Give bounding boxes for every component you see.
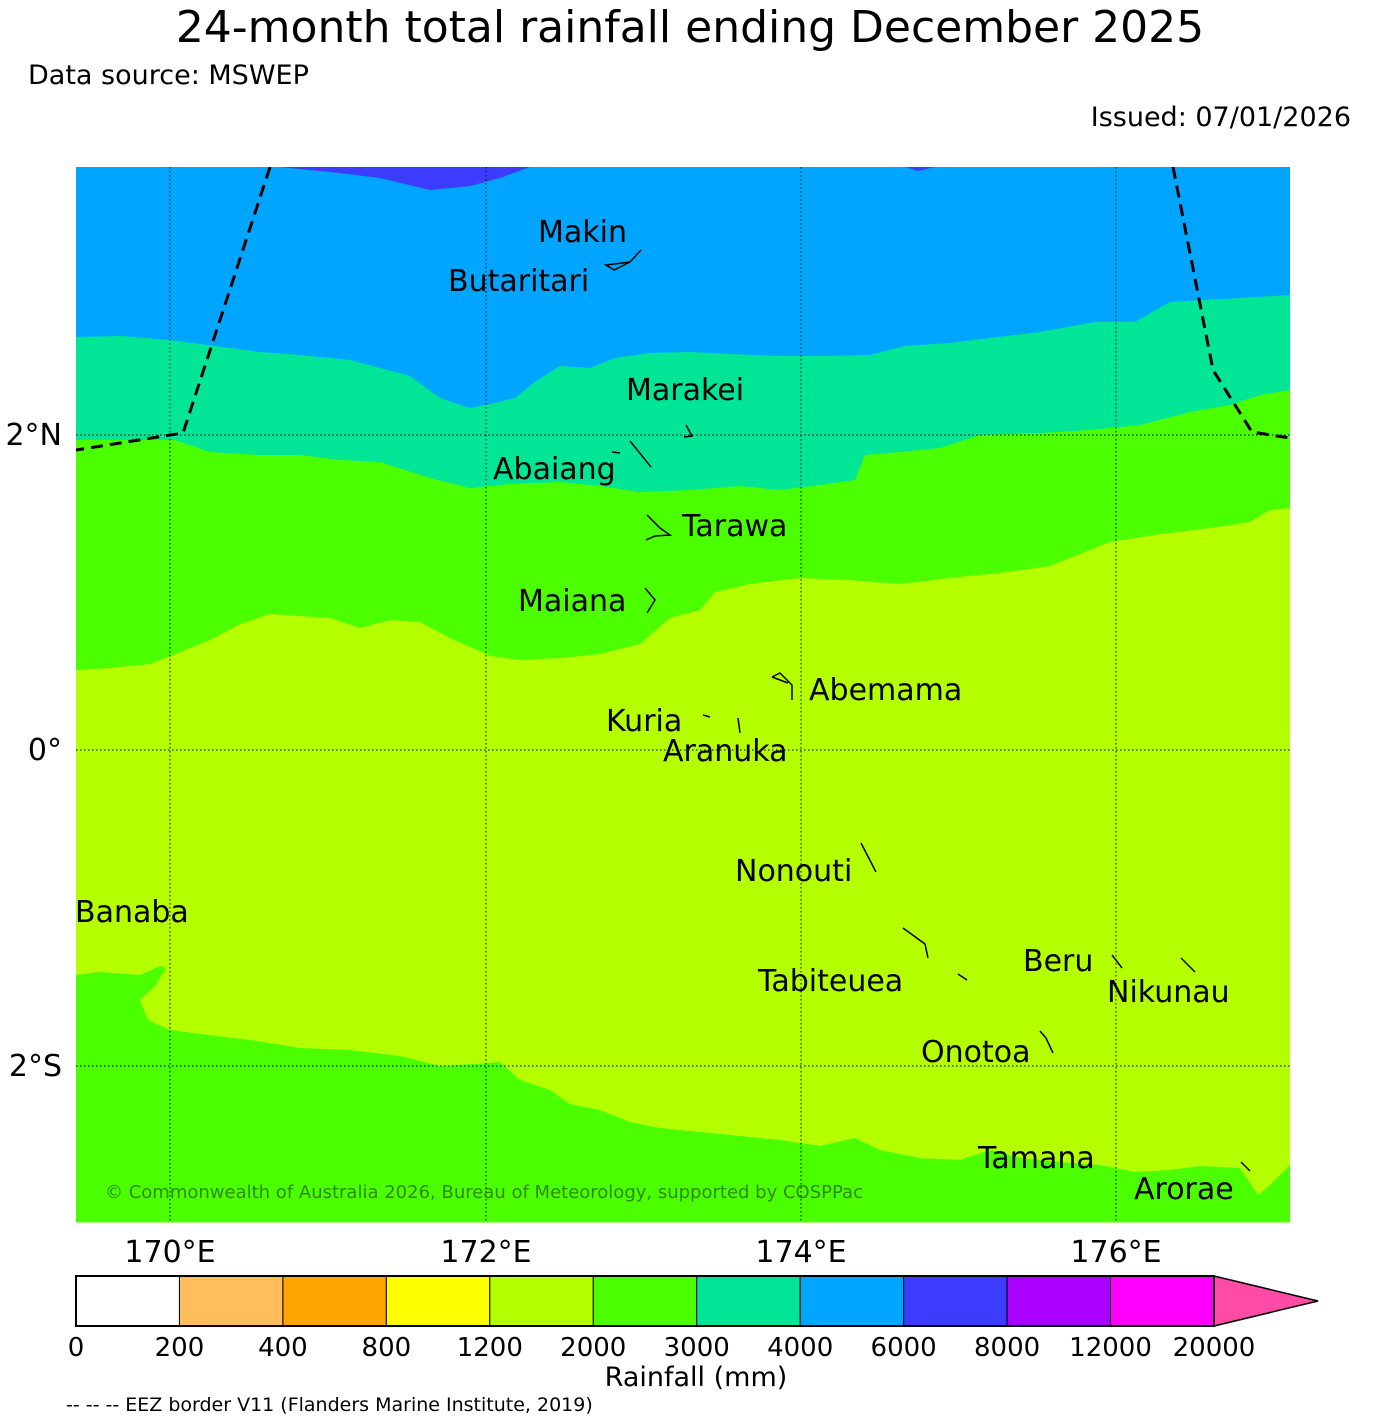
rainfall-bands [76,167,1290,1223]
colorbar-extend-arrow [1213,1275,1319,1327]
label-aranuka: Aranuka [663,734,788,769]
colorbar-tick-label: 8000 [974,1333,1040,1363]
abaiang-outline [611,440,652,468]
aranuka-outline [737,717,741,734]
lon-label-172e: 172°E [440,1235,531,1270]
label-marakei: Marakei [626,373,744,408]
kuria-outline [702,714,711,718]
butaritari-outline [603,249,642,271]
label-makin: Makin [538,215,627,250]
lon-label-174e: 174°E [755,1235,846,1270]
colorbar-swatch-2 [282,1275,387,1327]
colorbar-tick-label: 0 [68,1333,85,1363]
colorbar-tick-label: 400 [258,1333,308,1363]
colorbar-tick-label: 200 [155,1333,205,1363]
label-onotoa: Onotoa [921,1035,1030,1070]
eez-border-note: -- -- -- EEZ border V11 (Flanders Marine… [66,1394,593,1416]
lat-label-0: 0° [28,733,62,768]
island-labels: Makin Butaritari Marakei Abaiang Tarawa … [75,215,1234,1207]
colorbar-frame [75,1275,1215,1327]
label-maiana: Maiana [518,584,626,619]
colorbar-swatch-3 [385,1275,491,1327]
colorbar-tick-label: 4000 [767,1333,833,1363]
colorbar-swatch-4 [489,1275,594,1327]
colorbar-tick-label: 3000 [664,1333,730,1363]
colorbar-tick-label: 2000 [560,1333,626,1363]
lat-label-2s: 2°S [9,1049,62,1084]
colorbar-tick-label: 6000 [871,1333,937,1363]
label-banaba: Banaba [75,895,189,930]
tarawa-outline [645,514,673,541]
issued-date: Issued: 07/01/2026 [1090,102,1351,133]
label-tamana: Tamana [977,1141,1095,1176]
copyright-notice: © Commonwealth of Australia 2026, Bureau… [105,1182,863,1203]
nikunau-outline [1180,957,1196,973]
colorbar-swatch-7 [799,1275,905,1327]
island-outlines [603,249,1251,1172]
lat-label-2n: 2°N [5,418,62,453]
abemama-outline [771,672,793,700]
band-6000-8000 [280,167,530,190]
axis-labels: 2°N 0° 2°S 170°E 172°E 174°E 176°E [5,418,1161,1270]
nonouti-outline [860,842,877,873]
colorbar-swatch-9 [1006,1275,1112,1327]
colorbar-title: Rainfall (mm) [604,1362,788,1393]
arorae-outline [1240,1161,1251,1172]
graticule [76,167,1290,1223]
lon-label-170e: 170°E [124,1235,215,1270]
label-tabiteuea: Tabiteuea [757,964,903,999]
data-source: Data source: MSWEP [28,60,309,91]
maiana-outline [644,587,656,614]
band-6000-8000-small [905,167,935,171]
colorbar-tick-label: 20000 [1173,1333,1256,1363]
beru-outline [1111,954,1123,969]
label-tarawa: Tarawa [681,509,787,544]
label-butaritari: Butaritari [448,264,589,299]
label-abemama: Abemama [809,673,962,708]
band-1200-2000 [76,508,1290,1195]
colorbar-swatch-6 [696,1275,801,1327]
label-abaiang: Abaiang [493,452,616,487]
colorbar-swatch-0 [75,1275,180,1327]
marakei-outline [683,424,694,438]
colorbar: 0 200 400 800 1200 2000 3000 4000 6000 8000 12000 2… [68,1275,1319,1363]
onotoa-outline [1039,1030,1054,1054]
tabiteuea-outline [902,927,968,981]
label-beru: Beru [1023,944,1093,979]
colorbar-swatch-10 [1110,1275,1215,1327]
label-kuria: Kuria [606,704,682,739]
colorbar-swatch-5 [592,1275,698,1327]
colorbar-tick-label: 12000 [1069,1333,1152,1363]
colorbar-swatch-1 [178,1275,284,1327]
label-arorae: Arorae [1134,1172,1234,1207]
label-nikunau: Nikunau [1107,975,1230,1010]
lon-label-176e: 176°E [1070,1235,1161,1270]
colorbar-tick-label: 800 [362,1333,412,1363]
map-title: 24-month total rainfall ending December … [175,2,1205,53]
colorbar-swatch-8 [903,1275,1008,1327]
colorbar-tick-label: 1200 [457,1333,523,1363]
eez-border [76,167,1290,452]
label-nonouti: Nonouti [735,854,852,889]
